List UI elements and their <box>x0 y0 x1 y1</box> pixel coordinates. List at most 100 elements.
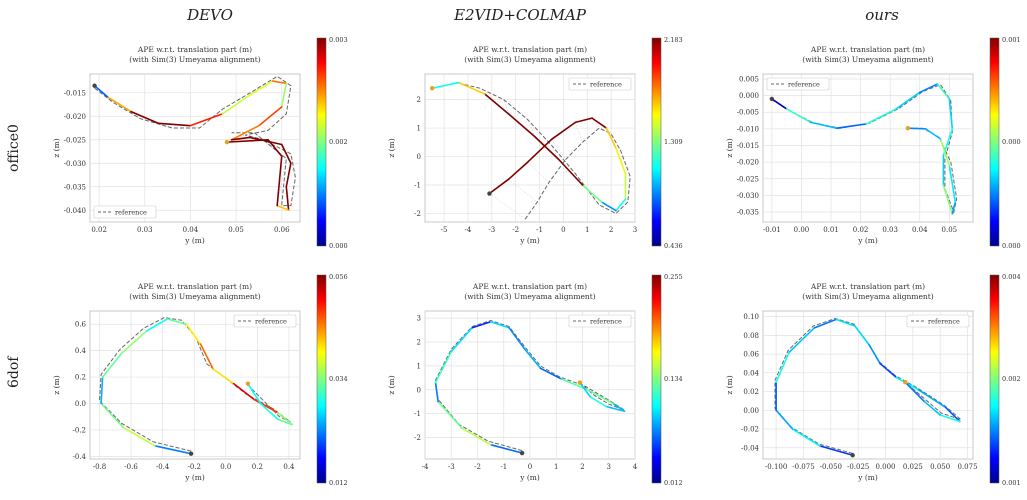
estimate-segment <box>904 381 925 402</box>
estimate-segment <box>605 405 626 413</box>
y-tick-label: 3 <box>417 315 421 323</box>
colorbar-min-label: 0.001 <box>1002 479 1021 487</box>
estimate-segment <box>285 162 292 188</box>
x-axis-label: y (m) <box>184 236 205 245</box>
estimate-segment <box>550 121 577 141</box>
estimate-segment <box>212 368 235 385</box>
legend: reference <box>233 314 297 328</box>
x-tick-label: -1 <box>536 226 543 234</box>
estimate-segment <box>589 396 607 408</box>
x-tick-label: 0.03 <box>882 226 898 234</box>
plot-title: APE w.r.t. translation part (m) <box>137 282 252 291</box>
x-tick-label: -0.6 <box>124 463 138 471</box>
error-link <box>527 119 536 137</box>
estimate-segment <box>120 330 148 355</box>
estimate-segment <box>276 204 290 212</box>
error-link <box>503 99 509 114</box>
estimate-segment <box>539 367 563 380</box>
y-tick-label: -0.2 <box>73 426 87 434</box>
end-marker <box>224 139 230 145</box>
estimate-segment <box>600 201 617 212</box>
estimate-segment <box>253 398 279 414</box>
legend-label: reference <box>590 318 622 326</box>
estimate-segment <box>879 362 898 379</box>
y-tick-label: 0.4 <box>75 347 87 355</box>
y-axis-label: z (m) <box>52 138 61 157</box>
error-link <box>272 76 278 82</box>
plot-subtitle: (with Sim(3) Umeyama alignment) <box>464 55 595 64</box>
estimate-segment <box>434 350 453 384</box>
y-tick-label: 2 <box>417 96 421 104</box>
x-tick-label: -3 <box>488 226 495 234</box>
error-link <box>281 106 287 115</box>
end-marker <box>429 86 435 91</box>
estimate-segment <box>924 128 942 140</box>
x-tick-label: 0 <box>561 226 565 234</box>
estimate-segment <box>166 318 188 326</box>
estimate-segment <box>185 323 202 345</box>
legend: reference <box>766 77 830 91</box>
estimate-segment <box>489 443 523 454</box>
x-tick-label: 2 <box>609 226 613 234</box>
x-tick-label: 0.4 <box>283 463 295 471</box>
colorbar-min-label: 0.436 <box>664 242 683 250</box>
error-link <box>575 122 583 143</box>
x-tick-label: 0.04 <box>912 226 928 234</box>
estimate-segment <box>100 376 104 405</box>
x-tick-label: -0.2 <box>187 463 201 471</box>
plot-subtitle: (with Sim(3) Umeyama alignment) <box>802 55 933 64</box>
estimate-segment <box>865 108 897 125</box>
estimate-segment <box>788 327 816 354</box>
start-marker <box>519 450 525 456</box>
error-link <box>276 158 287 206</box>
error-link <box>254 132 282 157</box>
y-tick-label: -0.005 <box>737 109 759 117</box>
colorbar <box>651 274 662 484</box>
colorbar-mid-label: 0.002 <box>1002 375 1021 383</box>
colorbar-mid-label: 0.034 <box>329 375 348 383</box>
x-axis-label: y (m) <box>857 473 878 482</box>
x-tick-label: 4 <box>633 463 638 471</box>
y-tick-label: 0.06 <box>743 351 759 359</box>
estimate-segment <box>579 381 592 398</box>
y-tick-label: -0.015 <box>737 142 759 150</box>
y-axis-label: z (m) <box>387 375 396 394</box>
y-axis-label: z (m) <box>387 138 396 157</box>
estimate-segment <box>775 409 794 430</box>
ape-plot-ours-6dof: APE w.r.t. translation part (m)(with Sim… <box>725 273 1021 487</box>
x-tick-label: -3 <box>448 463 455 471</box>
estimate-segment <box>615 198 627 212</box>
estimate-segment <box>277 418 293 426</box>
estimate-segment <box>460 427 492 446</box>
colorbar-max-label: 0.004 <box>1002 273 1021 281</box>
estimate-segment <box>153 444 192 455</box>
estimate-segment <box>907 127 927 130</box>
error-link <box>231 134 246 141</box>
start-marker <box>487 191 492 196</box>
legend: reference <box>568 314 632 328</box>
y-tick-label: 0.02 <box>743 388 759 396</box>
legend-label: reference <box>590 81 622 89</box>
estimate-segment <box>809 121 838 130</box>
estimate-segment <box>922 400 941 416</box>
start-marker <box>188 451 194 456</box>
y-axis-label: z (m) <box>725 138 734 157</box>
x-tick-label: -4 <box>422 463 429 471</box>
x-tick-label: 0.03 <box>137 226 153 234</box>
start-marker <box>850 453 855 458</box>
y-tick-label: -0.040 <box>64 207 86 215</box>
x-tick-label: 0.01 <box>823 226 839 234</box>
estimate-segment <box>581 184 603 203</box>
estimate-segment <box>248 80 274 96</box>
estimate-segment <box>259 402 279 421</box>
estimate-segment <box>951 201 957 215</box>
y-tick-label: -0.4 <box>73 453 87 461</box>
x-tick-label: -0.050 <box>820 463 842 471</box>
estimate-segment <box>942 184 954 215</box>
x-tick-label: 0.04 <box>183 226 199 234</box>
y-tick-label: 0 <box>417 153 421 161</box>
estimate-segment <box>280 82 288 108</box>
y-tick-label: 0.10 <box>743 313 759 321</box>
colorbar <box>651 37 662 247</box>
legend-label: reference <box>255 318 287 326</box>
